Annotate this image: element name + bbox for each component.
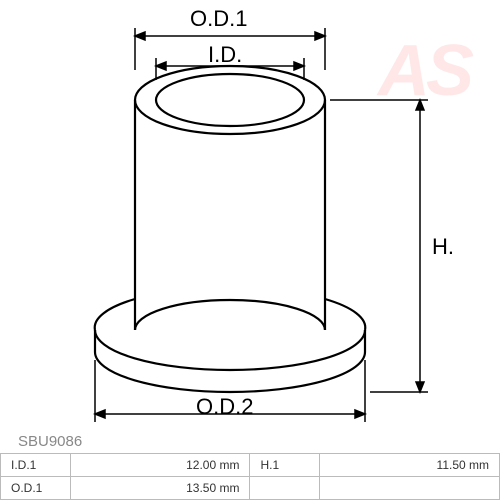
part-code: SBU9086	[18, 433, 82, 450]
technical-diagram: O.D.1 I.D. O.D.2 H.	[0, 0, 500, 430]
spec-value	[320, 477, 500, 500]
label-id: I.D.	[208, 42, 242, 68]
label-h: H.	[432, 234, 454, 260]
spec-table: I.D.1 12.00 mm H.1 11.50 mm O.D.1 13.50 …	[0, 453, 500, 500]
label-od1: O.D.1	[190, 6, 247, 32]
spec-label	[250, 477, 320, 500]
spec-label: I.D.1	[1, 454, 71, 477]
bushing-drawing	[0, 0, 500, 430]
label-od2: O.D.2	[196, 394, 253, 420]
spec-label: O.D.1	[1, 477, 71, 500]
spec-value: 12.00 mm	[70, 454, 250, 477]
spec-value: 13.50 mm	[70, 477, 250, 500]
table-row: O.D.1 13.50 mm	[1, 477, 500, 500]
spec-label: H.1	[250, 454, 320, 477]
table-row: I.D.1 12.00 mm H.1 11.50 mm	[1, 454, 500, 477]
spec-value: 11.50 mm	[320, 454, 500, 477]
